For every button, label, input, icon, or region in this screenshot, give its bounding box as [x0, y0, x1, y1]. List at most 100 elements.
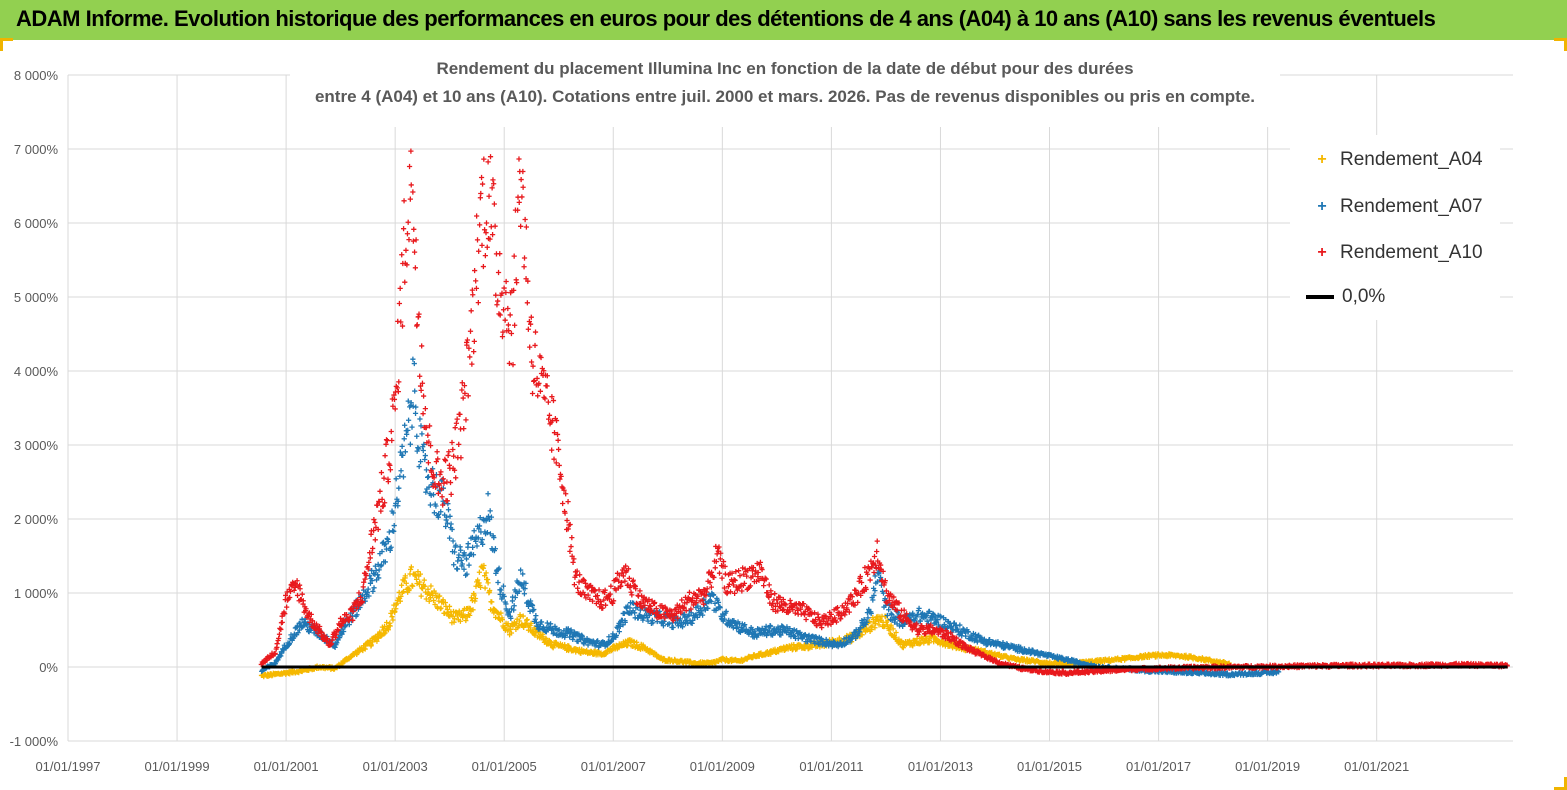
data-point-a10 [557, 476, 563, 482]
data-point-a07 [613, 632, 620, 639]
data-point-a04 [384, 619, 390, 626]
data-point-a07 [492, 546, 499, 552]
data-point-a07 [450, 538, 456, 544]
data-point-a04 [415, 569, 421, 575]
data-point-a10 [805, 605, 812, 611]
data-point-a04 [869, 623, 875, 629]
data-point-a10 [652, 599, 658, 606]
data-point-a10 [525, 326, 531, 332]
data-point-a10 [403, 247, 409, 253]
data-point-a10 [282, 611, 288, 617]
data-point-a10 [527, 321, 534, 327]
data-point-a10 [874, 538, 880, 544]
y-tick-label: 7 000% [14, 142, 59, 157]
data-point-a10 [479, 242, 485, 248]
data-point-a10 [272, 650, 278, 656]
data-point-a04 [398, 582, 405, 588]
data-point-a10 [279, 619, 285, 625]
data-point-a10 [623, 563, 629, 569]
data-point-a04 [482, 585, 488, 591]
data-point-a10 [571, 582, 577, 588]
data-point-a10 [678, 610, 684, 616]
data-point-a10 [482, 253, 488, 259]
x-tick-label: 01/01/2021 [1344, 759, 1409, 774]
data-point-a10 [747, 583, 754, 589]
data-point-a10 [337, 615, 344, 622]
data-point-a07 [508, 615, 514, 621]
data-point-a07 [518, 581, 524, 587]
data-point-a04 [485, 580, 491, 586]
data-point-a04 [418, 593, 424, 599]
data-point-a10 [506, 360, 513, 367]
data-point-a04 [472, 598, 478, 604]
data-point-a07 [677, 616, 683, 622]
data-point-a10 [477, 222, 483, 228]
data-point-a10 [580, 576, 586, 583]
data-point-a10 [413, 237, 419, 243]
data-point-a10 [522, 216, 528, 223]
data-point-a07 [550, 631, 556, 637]
data-point-a10 [449, 439, 455, 446]
data-point-a07 [666, 621, 672, 627]
data-point-a10 [546, 412, 553, 418]
data-point-a10 [398, 319, 404, 325]
data-point-a10 [852, 602, 858, 608]
data-point-a07 [449, 526, 455, 533]
data-point-a07 [483, 518, 489, 524]
data-point-a10 [279, 613, 285, 619]
data-point-a04 [467, 612, 473, 619]
data-point-a10 [435, 456, 441, 462]
data-point-a07 [465, 541, 471, 547]
data-point-a04 [476, 569, 483, 575]
data-point-a10 [554, 431, 561, 438]
data-point-a07 [695, 603, 701, 609]
data-point-a10 [481, 156, 487, 162]
y-tick-label: -1 000% [10, 734, 59, 749]
data-point-a07 [886, 607, 892, 613]
data-point-a07 [963, 633, 969, 639]
data-point-a04 [499, 617, 506, 623]
data-point-a07 [417, 416, 423, 422]
data-point-a10 [602, 587, 608, 593]
data-point-a07 [916, 605, 922, 611]
data-point-a10 [581, 577, 587, 583]
data-point-a10 [645, 606, 652, 612]
data-point-a04 [896, 636, 902, 642]
data-point-a07 [544, 620, 550, 626]
data-point-a10 [510, 362, 516, 368]
data-point-a10 [467, 354, 473, 360]
data-point-a10 [501, 285, 507, 291]
data-point-a10 [798, 606, 804, 612]
data-point-a07 [926, 608, 933, 614]
data-point-a07 [523, 580, 529, 586]
data-point-a07 [400, 452, 406, 458]
data-point-a10 [332, 635, 339, 641]
data-point-a10 [451, 467, 458, 473]
data-point-a10 [681, 604, 687, 610]
data-point-a07 [407, 441, 413, 447]
data-point-a10 [633, 586, 639, 592]
data-point-a07 [453, 542, 459, 548]
data-point-a07 [877, 574, 884, 581]
data-point-a04 [528, 620, 534, 626]
data-point-a10 [347, 614, 353, 620]
data-point-a10 [878, 562, 884, 568]
y-axis-ticks: -1 000%0%1 000%2 000%3 000%4 000%5 000%6… [10, 68, 59, 749]
data-point-a07 [787, 625, 793, 632]
data-point-a10 [920, 625, 927, 631]
data-point-a10 [414, 322, 420, 328]
x-axis-ticks: 01/01/1997 01/01/1999 01/01/2001 01/01/2003… [35, 759, 1409, 774]
data-point-a04 [608, 647, 615, 654]
data-point-a10 [287, 588, 294, 595]
data-point-a07 [376, 567, 382, 573]
data-point-a10 [512, 322, 518, 328]
data-point-a10 [391, 396, 398, 403]
data-point-a04 [457, 618, 464, 624]
data-point-a07 [585, 642, 591, 648]
data-point-a10 [871, 569, 877, 576]
data-point-a04 [390, 617, 396, 623]
data-point-a10 [727, 589, 734, 595]
data-point-a10 [506, 328, 512, 334]
data-point-a10 [562, 510, 568, 516]
data-point-a10 [768, 591, 774, 598]
